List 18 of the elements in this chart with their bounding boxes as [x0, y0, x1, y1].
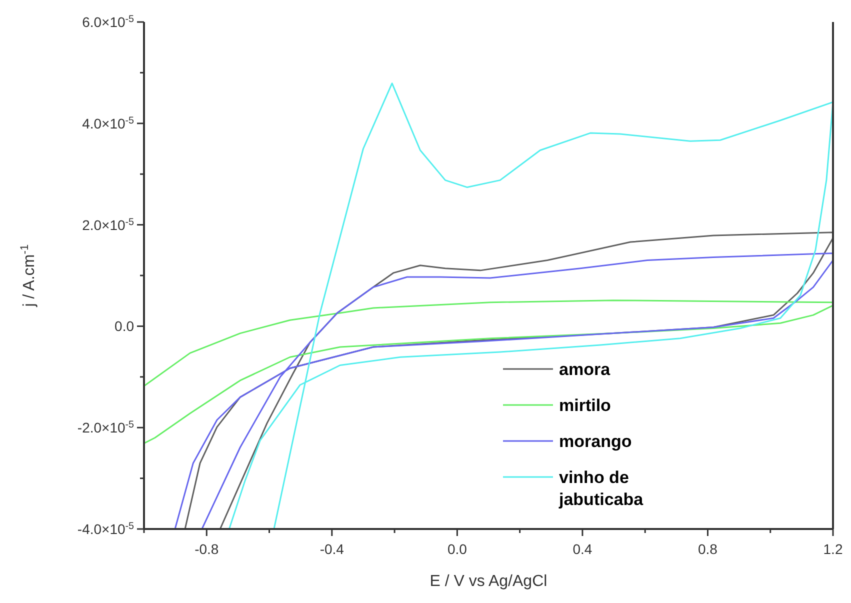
legend-label: morango [559, 432, 632, 451]
line-series [228, 82, 833, 529]
y-tick-label: 0.0 [114, 318, 134, 334]
x-tick-label: 0.8 [698, 541, 718, 557]
x-tick-label: -0.8 [194, 541, 219, 557]
x-tick-label: 1.2 [823, 541, 843, 557]
y-tick-label: 2.0×10$^{-5}$ [82, 216, 135, 233]
y-tick-label: -2.0×10$^{-5}$ [77, 419, 135, 436]
x-tick-label: 0.4 [572, 541, 592, 557]
y-tick-label: 6.0×10$^{-5}$ [82, 14, 135, 30]
x-tick-label: -0.4 [320, 541, 344, 557]
y-tick-label: -4.0×10$^{-5}$ [77, 520, 135, 537]
y-tick-label: 4.0×10$^{-5}$ [82, 114, 135, 132]
legend-label: mirtilo [559, 396, 611, 415]
x-axis-title: E / V vs Ag/AgCl [430, 573, 548, 590]
legend-label: amora [559, 360, 611, 379]
legend-label: vinho de jabuticaba [558, 468, 644, 509]
x-tick-label: 0.0 [447, 541, 468, 557]
